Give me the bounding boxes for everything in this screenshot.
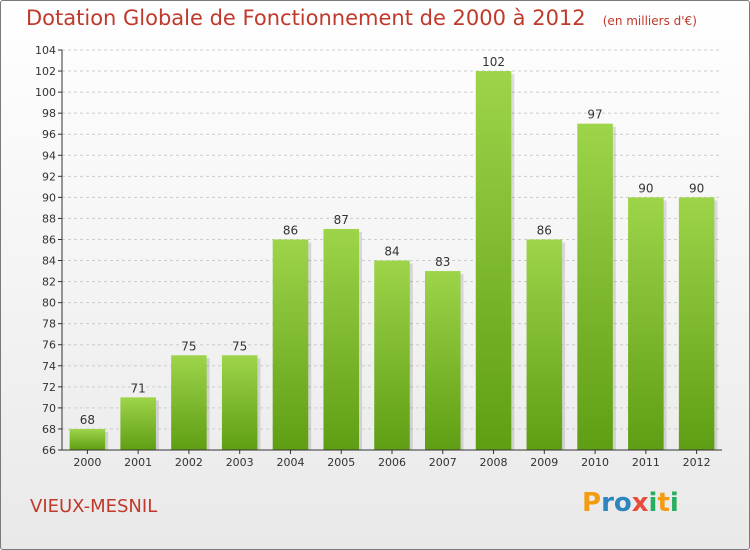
logo-letter: t <box>657 488 670 518</box>
y-tick-label: 104 <box>35 44 56 57</box>
data-label: 71 <box>131 381 146 395</box>
axes <box>58 49 722 454</box>
data-label: 87 <box>334 213 349 227</box>
y-tick-label: 84 <box>42 255 56 268</box>
bar-2005 <box>323 228 359 450</box>
y-tick-label: 78 <box>42 318 56 331</box>
x-tick-label: 2000 <box>73 456 101 469</box>
y-tick-label: 102 <box>35 65 56 78</box>
x-tick-label: 2008 <box>480 456 508 469</box>
y-tick-label: 74 <box>42 360 56 373</box>
x-tick-label: 2009 <box>530 456 558 469</box>
y-tick-label: 76 <box>42 339 56 352</box>
x-tick-label: 2003 <box>226 456 254 469</box>
logo-letter: i <box>669 488 679 518</box>
bar-2008 <box>475 71 512 450</box>
y-tick-label: 82 <box>42 276 56 289</box>
bar-2001 <box>120 397 156 450</box>
y-tick-label: 94 <box>42 149 56 162</box>
data-label: 84 <box>384 245 399 259</box>
title-text: Dotation Globale de Fonctionnement de 20… <box>26 6 586 30</box>
x-tick-label: 2002 <box>175 456 203 469</box>
y-tick-label: 68 <box>42 423 56 436</box>
bar-2012 <box>678 197 715 450</box>
logo-letter: r <box>601 488 614 518</box>
logo-letter: i <box>648 488 658 518</box>
commune-name: VIEUX-MESNIL <box>30 496 158 517</box>
logo-letter: o <box>613 488 632 518</box>
bar-2000 <box>69 428 106 450</box>
data-label: 90 <box>638 181 653 195</box>
data-label: 68 <box>80 413 95 427</box>
data-label: 75 <box>232 339 247 353</box>
data-label: 86 <box>537 223 552 237</box>
logo-letter: x <box>631 488 649 518</box>
x-tick-label: 2010 <box>581 456 609 469</box>
y-tick-label: 80 <box>42 297 56 310</box>
labels: 66 68 70 72 74 76 78 80 82 84 86 88 90 92 94 96 98 100 102… <box>35 44 711 469</box>
bar-2009 <box>526 239 563 450</box>
x-tick-label: 2007 <box>429 456 457 469</box>
y-tick-label: 98 <box>42 107 56 120</box>
y-tick-label: 92 <box>42 170 56 183</box>
bars <box>69 71 718 451</box>
y-tick-label: 66 <box>42 444 56 457</box>
data-label: 97 <box>587 108 602 122</box>
bar-2006 <box>374 260 410 450</box>
x-tick-label: 2006 <box>378 456 406 469</box>
bar-2003 <box>221 355 258 450</box>
y-tick-label: 96 <box>42 128 56 141</box>
y-tick-label: 70 <box>42 402 56 415</box>
y-tick-label: 86 <box>42 233 56 246</box>
logo-letter: P <box>582 488 602 518</box>
chart-title: Dotation Globale de Fonctionnement de 20… <box>26 6 697 30</box>
bar-2004 <box>272 239 309 450</box>
x-tick-label: 2012 <box>683 456 711 469</box>
data-label: 83 <box>435 255 450 269</box>
y-tick-label: 100 <box>35 86 56 99</box>
x-tick-label: 2001 <box>124 456 152 469</box>
x-tick-label: 2004 <box>276 456 304 469</box>
y-tick-label: 72 <box>42 381 56 394</box>
bar-2011 <box>628 197 664 450</box>
x-tick-label: 2011 <box>632 456 660 469</box>
data-label: 90 <box>689 181 704 195</box>
bar-2010 <box>577 123 613 451</box>
y-tick-label: 88 <box>42 212 56 225</box>
subtitle-text: (en milliers d'€) <box>602 14 697 28</box>
proxiti-logo: Proxiti <box>582 488 679 518</box>
data-label: 86 <box>283 223 298 237</box>
y-tick-label: 90 <box>42 191 56 204</box>
data-label: 75 <box>181 339 196 353</box>
bar-2002 <box>171 355 207 450</box>
bar-2007 <box>425 271 461 450</box>
x-tick-label: 2005 <box>327 456 355 469</box>
data-label: 102 <box>482 55 505 69</box>
